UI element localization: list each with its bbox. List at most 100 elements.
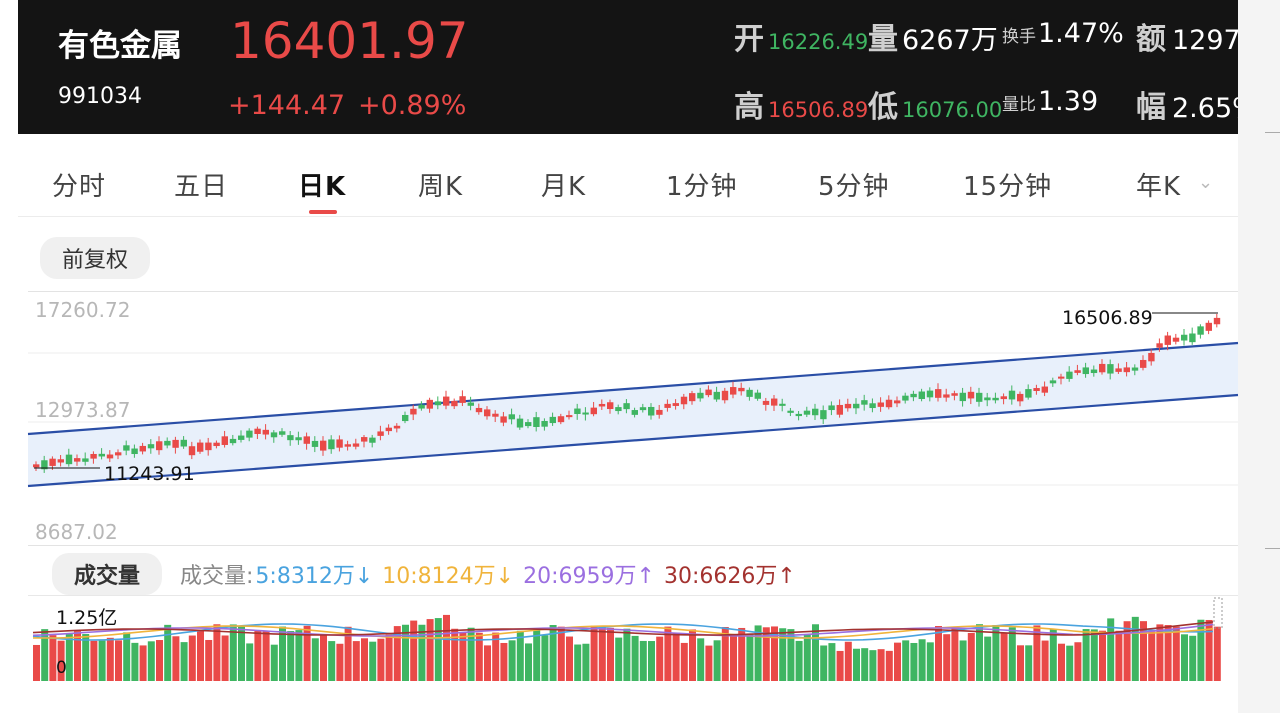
tab-timeshare[interactable]: 分时 [52,172,107,202]
candle [475,407,483,413]
ma10-line [32,625,1214,639]
volume-bar [680,642,688,681]
volume-bar [1115,630,1123,681]
volume-bar [631,635,639,681]
vol-ratio-stat: 量比1.39 [1002,86,1098,117]
volume-bar [984,636,992,681]
candle [771,398,778,406]
volume-bar [131,642,139,681]
tab-five-day[interactable]: 五日 [174,172,229,202]
candle [582,412,589,415]
volume-bar [500,642,508,681]
trend-channel-lower [27,393,1239,488]
volume-bar [467,627,475,681]
volume-bar [820,645,828,681]
candle [541,420,548,427]
volume-bar [623,628,631,681]
candle [484,409,491,417]
volume-bar [1074,642,1082,681]
volume-bar [894,642,901,681]
candle [812,408,819,416]
volume-bar [279,626,286,681]
candle [1181,334,1188,341]
price-change: +144.47 [228,90,346,121]
volume-bar [238,625,245,681]
volume-bar [746,633,754,681]
edge-marker [1265,132,1280,133]
candle [943,394,950,398]
amount-value: 1297 [1172,25,1238,56]
volume-bar [877,649,885,681]
candle [885,399,893,408]
volume-bar [459,632,467,681]
chevron-down-icon[interactable]: ⌄ [1198,172,1214,193]
volume-bar [262,631,270,681]
volume-bar [1107,618,1115,681]
candle [344,444,351,447]
candle [820,410,827,420]
candle [369,437,376,443]
tab-5min[interactable]: 5分钟 [818,172,890,202]
tab-yearly-k[interactable]: 年K [1136,172,1182,202]
candle [492,413,499,417]
volume-bar [443,614,450,681]
tab-daily-k[interactable]: 日K [298,172,347,202]
volume-bar [656,636,664,681]
candle [664,403,671,408]
tab-weekly-k[interactable]: 周K [418,172,464,202]
candle [377,431,384,436]
volume-bar [1181,634,1188,681]
volume-bar [1140,621,1147,681]
candle [49,458,56,466]
candle [172,439,179,448]
tab-monthly-k[interactable]: 月K [541,172,587,202]
volume-bar [672,632,680,681]
candle [270,432,278,438]
volume-bar [147,641,155,681]
tab-15min[interactable]: 15分钟 [963,172,1053,202]
candle [1074,370,1081,373]
volume-bar [1205,619,1213,681]
candle [967,391,975,399]
edge-marker [1265,548,1280,549]
volume-bar [885,650,893,681]
candle [1017,393,1024,402]
adjust-mode-button[interactable]: 前复权 [40,237,151,279]
candle [828,405,835,411]
index-name: 有色金属 [58,28,182,64]
candle [525,422,532,427]
volume-legend: 成交量:5:8312万↓ 10:8124万↓ 20:6959万↑ 30:6626… [180,558,798,590]
candle [156,441,163,451]
volume-bar [1058,643,1065,681]
volume-bar [697,638,705,681]
candle [713,391,720,400]
volume-bar [762,627,770,681]
candle [246,430,253,438]
ma5-legend: 5:8312万↓ [255,564,374,589]
volume-bar [205,639,213,681]
volume-bar [1041,640,1049,681]
candle [918,391,925,400]
volume-bar [976,624,983,681]
candle [303,436,310,444]
volume-bar [33,644,40,681]
candle [533,417,540,428]
turnover-stat: 换手1.47% [1002,18,1124,49]
candle [90,453,97,459]
volume-bar [320,634,327,681]
candle [976,392,983,402]
period-tabs: 分时 五日 日K 周K 月K 1分钟 5分钟 15分钟 年K ⌄ [18,134,1238,217]
candle [656,409,663,415]
candle [1049,380,1057,384]
tab-1min[interactable]: 1分钟 [666,172,738,202]
volume-indicator-button[interactable]: 成交量 [52,553,163,595]
ma30-legend: 30:6626万↑ [663,564,796,589]
volume-bar [787,629,795,681]
candle [352,443,360,447]
chart-top-border [28,291,1238,292]
candle [721,390,729,401]
volume-bar [74,631,81,681]
volume-bar [1025,645,1033,681]
candle [853,403,860,409]
